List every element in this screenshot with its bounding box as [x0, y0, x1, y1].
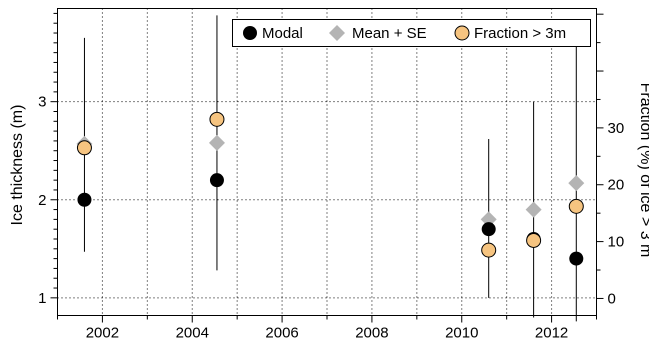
x-tick-label: 2004	[176, 325, 209, 342]
fraction-point	[481, 242, 497, 258]
modal-point	[481, 222, 496, 237]
fraction-point	[209, 111, 225, 127]
error-bars	[83, 15, 577, 322]
modal-point	[209, 173, 224, 188]
x-tick-label: 2012	[535, 325, 568, 342]
gridlines	[57, 8, 597, 316]
legend: Modal Mean + SE Fraction > 3m	[232, 19, 591, 47]
y-tick-label: 1	[38, 290, 46, 307]
y2-tick-label: 30	[608, 120, 625, 137]
modal-point	[77, 192, 92, 207]
y-axis-title: Ice thickness (m)	[9, 105, 26, 226]
plot-frame	[57, 8, 597, 316]
x-tick-label: 2006	[265, 325, 298, 342]
legend-marker-modal	[243, 26, 257, 40]
axis-ticks	[50, 12, 604, 323]
legend-marker-mean	[329, 25, 345, 41]
x-tick-label: 2010	[445, 325, 478, 342]
mean-se-point	[480, 211, 497, 228]
legend-box	[232, 19, 591, 47]
y2-axis-title: Fraction (%) of ice > 3 m	[637, 83, 649, 258]
y2-tick-label: 10	[608, 234, 625, 251]
legend-label-modal: Modal	[262, 25, 303, 42]
x-tick-label: 2008	[355, 325, 388, 342]
fraction-point	[568, 198, 584, 214]
legend-label-mean: Mean + SE	[352, 25, 427, 42]
legend-label-fraction: Fraction > 3m	[474, 25, 566, 42]
fraction-point	[76, 140, 92, 156]
y-tick-label: 2	[38, 192, 46, 209]
mean-se-point	[568, 175, 585, 192]
mean-se-point	[208, 134, 225, 151]
y-tick-label: 3	[38, 94, 46, 111]
y2-tick-label: 0	[608, 290, 616, 307]
modal-point	[569, 251, 584, 266]
x-tick-label: 2002	[86, 325, 119, 342]
y2-tick-label: 20	[608, 177, 625, 194]
legend-marker-fraction	[454, 25, 470, 41]
data-markers	[76, 111, 585, 266]
fraction-point	[526, 232, 542, 248]
mean-se-point	[525, 201, 542, 218]
